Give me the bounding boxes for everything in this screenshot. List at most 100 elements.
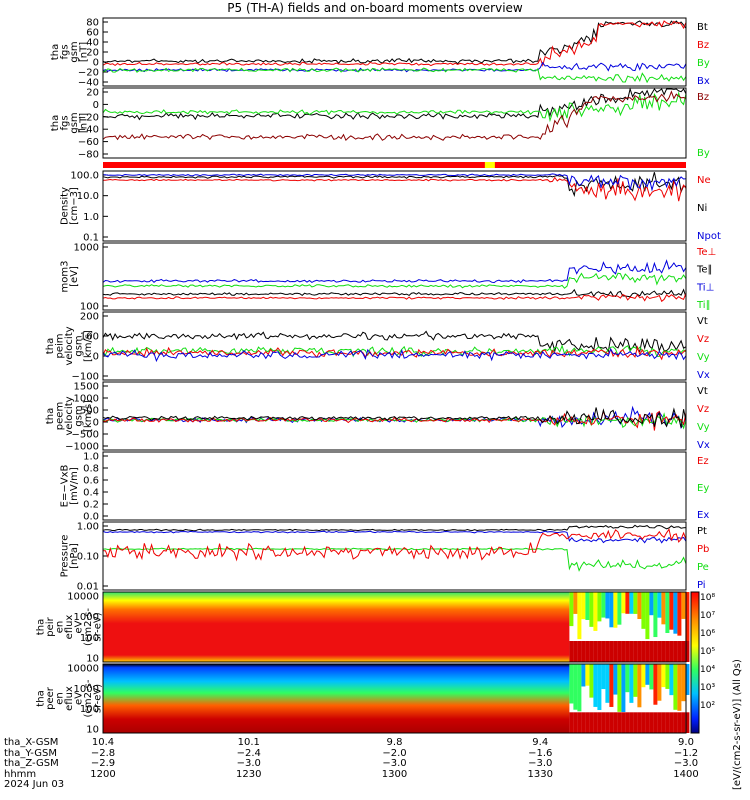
y-tick-label: 0	[93, 418, 99, 429]
series-by-gsm	[102, 91, 687, 123]
footer-row: tha_X-GSM 10.4 10.1 9.8 9.4 9.0	[4, 737, 744, 749]
y-tick-label: 100	[80, 704, 99, 715]
colorbar-tick: 10⁴	[700, 665, 715, 675]
footer-value: −3.0	[236, 758, 261, 769]
footer-value: −1.2	[673, 747, 699, 759]
panel-frame	[102, 521, 687, 591]
y-tick-label: 0.4	[83, 488, 99, 499]
y-tick-label: 100	[80, 302, 99, 313]
footer-value: 9.4	[532, 737, 549, 748]
footer-row: tha_Y-GSM −2.8 −2.4 −2.0 −1.6 −1.2	[4, 747, 744, 760]
legend-entry: Bx	[697, 76, 710, 87]
series-ni	[102, 172, 687, 198]
y-tick-label: 1.0	[83, 212, 99, 223]
y-tick-label: 20	[86, 88, 99, 99]
colorbar-tick: 10⁷	[700, 611, 715, 621]
y-tick-label: 100	[80, 633, 99, 644]
quality-flag-mark	[484, 162, 495, 168]
series-bz-gsm	[102, 90, 687, 142]
y-axis-label: E=−VxB[mV/m]	[59, 465, 80, 508]
legend-entry: Pb	[697, 544, 709, 555]
chart-title: P5 (TH-A) fields and on-board moments ov…	[227, 1, 523, 15]
panel-frame	[102, 381, 687, 451]
y-tick-label: 1.0	[83, 452, 99, 463]
footer-value: 9.0	[678, 737, 694, 748]
footer-value: 10.1	[237, 737, 260, 748]
y-tick-label: 10000	[67, 592, 99, 603]
legend-entry: Vy	[697, 422, 710, 433]
footer-value: −3.0	[528, 758, 553, 769]
panel-frame	[102, 242, 687, 311]
spectrogram-ions	[103, 592, 690, 662]
y-tick-label: 0.2	[83, 500, 99, 511]
legend-entry: Vx	[697, 440, 710, 451]
legend-entry: Ni	[697, 203, 707, 214]
y-tick-label: 500	[80, 406, 99, 417]
y-tick-label: 0.1	[83, 233, 99, 244]
series-ti-perp	[102, 259, 687, 284]
footer-row-label: tha_Z-GSM	[4, 758, 59, 769]
colorbar-tick: 10³	[700, 683, 715, 693]
y-tick-label: 10	[86, 725, 99, 736]
y-tick-label: −80	[78, 150, 99, 161]
y-tick-label: 60	[86, 28, 99, 39]
footer-value: 1300	[381, 768, 408, 780]
legend-entry: Bt	[697, 22, 708, 33]
y-tick-label: −60	[78, 137, 99, 148]
footer-value: 1230	[236, 768, 262, 780]
y-tick-label: 1500	[74, 382, 99, 393]
footer-value: 9.8	[386, 737, 403, 748]
series-te-par	[102, 288, 687, 298]
y-tick-label: −1000	[65, 442, 99, 453]
y-tick-label: 1000	[74, 394, 99, 405]
footer-value: −2.9	[90, 758, 116, 769]
colorbar-tick: 10⁵	[700, 647, 715, 657]
legend-entry: Bz	[697, 40, 709, 51]
footer-date: 2024 Jun 03	[4, 779, 65, 790]
legend-entry: Ti∥	[696, 300, 711, 311]
series-vy-e	[102, 412, 687, 430]
panel-frame	[102, 451, 687, 521]
footer-value: 1330	[527, 768, 553, 780]
y-tick-label: 0	[93, 58, 99, 69]
footer-value: −3.0	[382, 758, 407, 769]
legend-entry: Vz	[697, 404, 709, 415]
colorbar-tick: 10²	[700, 701, 715, 711]
series-bx-gsm	[102, 87, 687, 121]
legend-entry: Pi	[697, 580, 706, 591]
series-npot	[103, 173, 687, 192]
footer-value: −1.6	[528, 747, 553, 759]
y-axis-label: mom3[eV]	[59, 261, 80, 293]
y-tick-label: 0.10	[77, 552, 99, 563]
series-pt	[102, 524, 687, 532]
y-tick-label: −40	[78, 78, 99, 89]
series-pi	[102, 530, 687, 544]
legend-entry: Pe	[697, 562, 709, 573]
series-vx	[102, 347, 687, 363]
y-tick-label: 1000	[74, 684, 99, 695]
footer-value: −2.8	[90, 747, 116, 759]
y-tick-label: 100.0	[70, 171, 99, 182]
y-tick-label: 0	[93, 352, 99, 363]
legend-entry: Te⊥	[696, 247, 716, 258]
y-tick-label: −100	[72, 372, 99, 383]
y-tick-label: 200	[80, 312, 99, 323]
y-axis-label: thafgsgsm[nT]	[50, 41, 90, 62]
legend-entry: Vt	[697, 316, 708, 327]
colorbar-tick: 10⁸	[700, 593, 715, 603]
legend-entry: By	[697, 148, 710, 159]
legend-entry: Ne	[697, 175, 711, 186]
legend-entry: Pt	[697, 526, 707, 537]
legend-entry: Vt	[697, 386, 708, 397]
series-ne	[103, 176, 687, 202]
y-tick-label: 100	[80, 332, 99, 343]
footer-value: 1200	[90, 768, 116, 780]
colorbar	[690, 591, 700, 734]
series-vt	[102, 330, 687, 354]
panel-frame	[102, 87, 687, 159]
y-tick-label: 1000	[74, 243, 99, 254]
y-tick-label: 80	[86, 18, 99, 29]
y-axis-label: thapeimvelocitygsm[km/s]	[45, 326, 94, 365]
y-axis-label: thafgsgsm[nT]	[50, 112, 90, 133]
